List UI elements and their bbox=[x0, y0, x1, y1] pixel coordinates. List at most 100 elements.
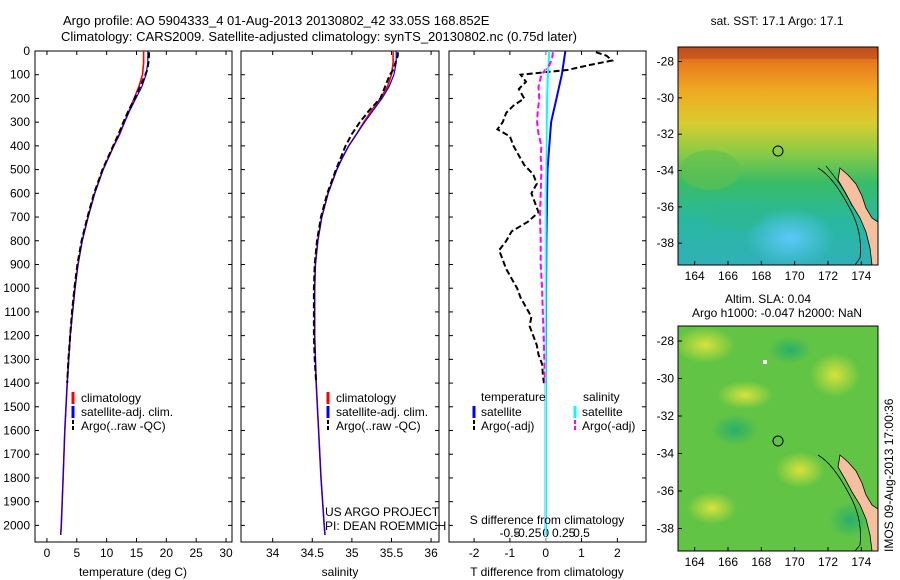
x-tick-label: 30 bbox=[219, 546, 233, 560]
sla-map-axes: 164 166 168 170 172 174 -28 -30 -32 -34 -36 -38 bbox=[657, 334, 872, 569]
lat-tick-label: -36 bbox=[657, 484, 675, 498]
project-line2: PI: DEAN ROEMMICH bbox=[325, 519, 446, 533]
x-top-tick-label: 0.25 bbox=[552, 526, 576, 540]
lat-tick-label: -34 bbox=[657, 447, 675, 461]
x-tick-label: 10 bbox=[100, 546, 114, 560]
lon-tick-label: 168 bbox=[751, 269, 771, 283]
sla-low-patch bbox=[828, 502, 872, 538]
legend-temperature-heading: temperature bbox=[481, 390, 546, 404]
x-top-tick-label: 0.5 bbox=[573, 526, 590, 540]
temperature-legend: climatology satellite-adj. clim. Argo(..… bbox=[71, 391, 173, 433]
depth-tick-label: 1900 bbox=[3, 495, 30, 509]
x-tick-label: -2 bbox=[469, 546, 480, 560]
figure-title-line2: Climatology: CARS2009. Satellite-adjuste… bbox=[61, 29, 577, 44]
sla-low-patch bbox=[711, 414, 759, 446]
sst-bathy-contour bbox=[825, 165, 853, 207]
depth-tick-label: 300 bbox=[10, 115, 30, 129]
project-line1: US ARGO PROJECT bbox=[325, 505, 440, 519]
difference-legend: temperature salinity satellite Argo(-adj… bbox=[472, 390, 635, 433]
difference-plot: -2 -1 0 1 2-0.5-0.25 0 0.250.5 bbox=[469, 50, 621, 560]
lon-tick-label: 174 bbox=[851, 555, 871, 569]
x-tick-label: 34.5 bbox=[301, 546, 325, 560]
difference-xlabel: T difference from climatology bbox=[470, 565, 624, 579]
depth-tick-label: 1100 bbox=[4, 305, 30, 319]
legend-sal-argo-label: Argo(-adj) bbox=[582, 419, 635, 433]
lon-tick-label: 174 bbox=[851, 269, 871, 283]
x-tick-label: 36 bbox=[424, 546, 438, 560]
legend-sal-sat-label: satellite bbox=[582, 405, 623, 419]
lat-tick-label: -32 bbox=[657, 409, 675, 423]
x-top-tick-label: -0.25 bbox=[514, 526, 542, 540]
depth-tick-label: 400 bbox=[10, 139, 30, 153]
series-line-satellite-adj-clim- bbox=[60, 51, 149, 535]
depth-tick-label: 1000 bbox=[3, 281, 30, 295]
lon-tick-label: 164 bbox=[685, 555, 705, 569]
x-tick-label: 0 bbox=[542, 546, 549, 560]
lat-tick-label: -36 bbox=[657, 200, 675, 214]
lat-tick-label: -28 bbox=[657, 334, 675, 348]
lat-tick-label: -34 bbox=[657, 164, 675, 178]
sla-high-patch bbox=[678, 327, 735, 363]
sla-map-title-line2: Argo h1000: -0.047 h2000: NaN bbox=[692, 306, 862, 320]
temperature-xlabel: temperature (deg C) bbox=[79, 565, 187, 579]
lat-tick-label: -30 bbox=[657, 91, 675, 105]
series-line-argo-raw-qc- bbox=[66, 52, 150, 384]
depth-tick-label: 100 bbox=[10, 68, 30, 82]
depth-tick-label: 0 bbox=[23, 44, 30, 58]
sst-bathy-contour bbox=[817, 167, 861, 265]
sst-cold-patch bbox=[745, 208, 835, 265]
depth-tick-label: 1200 bbox=[3, 329, 30, 343]
sst-map-title: sat. SST: 17.1 Argo: 17.1 bbox=[711, 14, 844, 28]
sla-missing-pixel bbox=[763, 360, 767, 364]
sla-high-patch bbox=[717, 381, 773, 409]
depth-tick-label: 1500 bbox=[3, 400, 30, 414]
depth-axis: 0 100 200 300 400 500 600 700 800 900 1000 1100 1200… bbox=[3, 44, 646, 532]
depth-tick-label: 200 bbox=[10, 91, 30, 105]
legend-temp-sat-label: satellite bbox=[481, 405, 522, 419]
lon-tick-label: 164 bbox=[685, 269, 705, 283]
x-tick-label: 2 bbox=[614, 546, 621, 560]
sst-map-axes: 164 166 168 170 172 174 -28 -30 -32 -34 -36 -38 bbox=[657, 55, 872, 283]
legend-sat-label: satellite-adj. clim. bbox=[336, 405, 428, 419]
sla-map-title-line1: Altim. SLA: 0.04 bbox=[725, 292, 811, 306]
lon-tick-label: 170 bbox=[785, 269, 805, 283]
x-tick-label: 34 bbox=[266, 546, 280, 560]
x-tick-label: -1 bbox=[505, 546, 516, 560]
sla-bathy-contour bbox=[817, 454, 861, 551]
difference-xlabel-top: S difference from climatology bbox=[470, 513, 625, 527]
x-tick-label: 35 bbox=[345, 546, 359, 560]
series-line-salinity-argo-adj- bbox=[536, 52, 554, 384]
lat-tick-label: -28 bbox=[657, 55, 675, 69]
lat-tick-label: -38 bbox=[657, 522, 675, 536]
lat-tick-label: -30 bbox=[657, 372, 675, 386]
sst-warm-band bbox=[678, 47, 878, 59]
lon-tick-label: 166 bbox=[718, 555, 738, 569]
x-tick-label: 0 bbox=[44, 546, 51, 560]
depth-tick-label: 500 bbox=[10, 163, 30, 177]
depth-tick-label: 1400 bbox=[3, 376, 30, 390]
depth-tick-label: 1800 bbox=[3, 471, 30, 485]
legend-clim-label: climatology bbox=[81, 391, 141, 405]
depth-tick-label: 800 bbox=[10, 234, 30, 248]
x-tick-label: 15 bbox=[130, 546, 144, 560]
legend-salinity-heading: salinity bbox=[583, 390, 620, 404]
timestamp-stamp: IMOS 09-Aug-2013 17:00:36 bbox=[882, 398, 896, 552]
lon-tick-label: 166 bbox=[718, 269, 738, 283]
lat-tick-label: -32 bbox=[657, 127, 675, 141]
sla-low-patch bbox=[768, 336, 812, 364]
legend-clim-label: climatology bbox=[336, 391, 396, 405]
sst-float-marker bbox=[772, 145, 784, 157]
x-top-tick-label: -0.5 bbox=[500, 526, 521, 540]
salinity-plot: 34 34.5 35 35.5 36 bbox=[266, 51, 438, 560]
sla-map-frame bbox=[677, 325, 879, 552]
figure-title-line1: Argo profile: AO 5904333_4 01-Aug-2013 2… bbox=[63, 13, 490, 28]
lat-tick-label: -38 bbox=[657, 236, 675, 250]
legend-argo-label: Argo(..raw -QC) bbox=[81, 419, 166, 433]
salinity-panel bbox=[240, 50, 440, 543]
temperature-panel bbox=[34, 50, 233, 543]
salinity-xlabel: salinity bbox=[322, 565, 359, 579]
depth-tick-label: 1700 bbox=[3, 447, 30, 461]
legend-sat-label: satellite-adj. clim. bbox=[81, 405, 173, 419]
legend-argo-label: Argo(..raw -QC) bbox=[336, 419, 421, 433]
